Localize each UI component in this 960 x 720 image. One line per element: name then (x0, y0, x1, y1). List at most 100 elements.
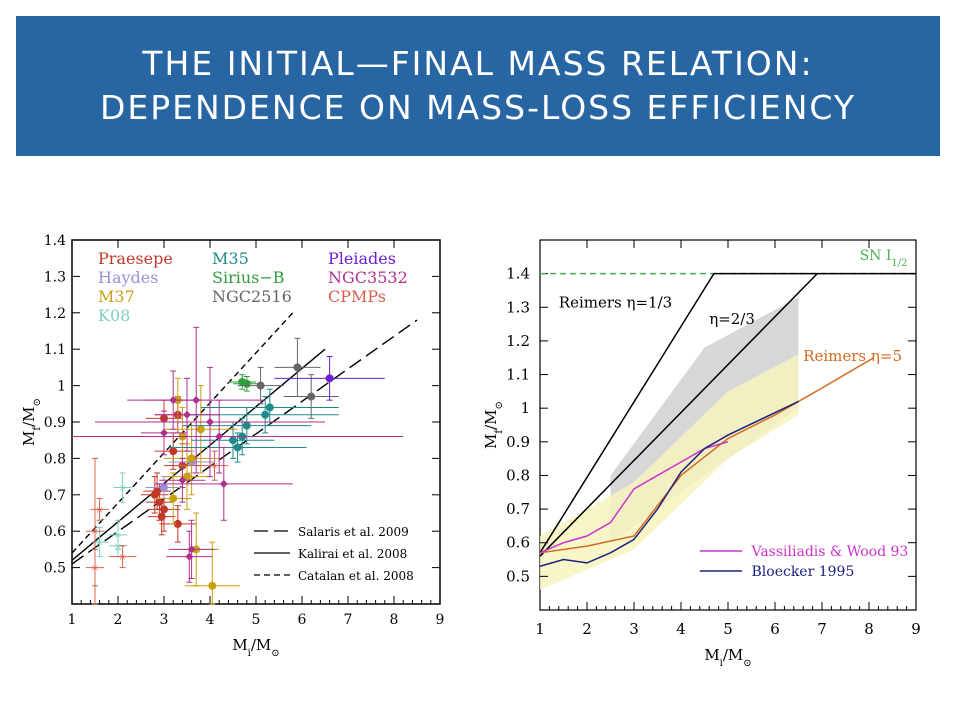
data-point: ✳ (210, 462, 218, 473)
y-tick-label: 1.3 (506, 298, 530, 316)
data-point (157, 512, 166, 521)
fit-line (71, 319, 418, 565)
x-tick-label: 3 (160, 612, 169, 628)
series-line (539, 441, 729, 554)
data-point (219, 479, 228, 488)
series-line (539, 400, 799, 567)
fit-legend-label: Kalirai et al. 2008 (298, 547, 407, 561)
x-tick-label: 7 (344, 612, 353, 628)
data-point (215, 432, 224, 441)
cluster-legend-entry: CPMPs (328, 287, 386, 306)
initial-final-mass-scatter-chart: 1 2 3 4 5 6 7 8 9 0.5 0.6 0.7 0.8 0.9 1 1.1 1.2 1.3 1.4 Mi/… (20, 226, 454, 666)
data-point (169, 447, 178, 456)
data-point (187, 454, 196, 463)
x-axis-label: Mi/M⊙ (704, 646, 751, 666)
data-point (183, 410, 191, 419)
y-tick-label: 1.2 (44, 306, 66, 322)
scatter-chart-svg: 1 2 3 4 5 6 7 8 9 0.5 0.6 0.7 0.8 0.9 1 1.1 1.2 1.3 1.4 Mi/… (20, 233, 445, 659)
reimers-five-annotation: Reimers η=5 (803, 347, 902, 365)
cluster-legend-entry: M37 (98, 287, 135, 306)
data-point (233, 443, 242, 452)
data-point: ✳ (118, 553, 126, 564)
y-tick-label: 1.4 (44, 233, 66, 249)
data-point (242, 421, 251, 430)
data-point (160, 483, 168, 492)
y-tick-label: 0.5 (506, 567, 530, 585)
x-tick-label: 9 (436, 612, 445, 628)
data-point (173, 519, 182, 528)
data-point (325, 374, 334, 383)
data-point: ✳ (118, 484, 126, 495)
y-tick-label: 1.1 (44, 342, 66, 358)
fit-legend-label: Catalan et al. 2008 (298, 569, 414, 583)
cluster-legend-entry: K08 (98, 306, 130, 325)
cluster-legend-entry: NGC2516 (212, 287, 292, 306)
y-tick-label: 0.7 (506, 500, 530, 518)
title-bar: THE INITIAL—FINAL MASS RELATION: DEPENDE… (16, 16, 940, 156)
data-point (307, 392, 316, 401)
legend-label: Bloecker 1995 (752, 564, 855, 580)
data-point (206, 418, 214, 426)
series-line (539, 273, 818, 557)
x-tick-label: 2 (582, 620, 592, 638)
y-tick-label: 0.8 (506, 466, 530, 484)
data-point (242, 379, 251, 388)
series-line (539, 272, 916, 554)
data-point (185, 552, 194, 561)
x-tick-label: 1 (68, 612, 77, 628)
data-point: ✳ (91, 527, 99, 538)
data-point: ✳ (95, 505, 103, 516)
line-chart-svg: 1 2 3 4 5 6 7 8 9 0.5 0.6 0.7 0.8 0.9 1 1.1 1.2 1.3 1.4 Mi/… (482, 239, 921, 669)
y-tick-label: 0.7 (44, 488, 66, 504)
data-point (153, 487, 162, 496)
slide-title-line-2: DEPENDENCE ON MASS-LOSS EFFICIENCY (99, 88, 857, 127)
y-tick-label: 1 (57, 379, 66, 395)
y-tick-label: 1.3 (44, 269, 66, 285)
data-point (183, 472, 191, 481)
x-tick-label: 1 (535, 620, 545, 638)
y-tick-label: 0.6 (506, 534, 530, 552)
y-tick-label: 0.5 (44, 561, 66, 577)
y-tick-label: 1.2 (506, 332, 530, 350)
data-point (229, 436, 237, 445)
x-tick-label: 6 (298, 612, 307, 628)
y-tick-label: 1.4 (506, 265, 530, 283)
x-tick-label: 3 (629, 620, 639, 638)
eta-two-thirds-annotation: η=2/3 (709, 310, 755, 328)
data-point (178, 476, 187, 485)
cluster-legend-entry: Praesepe (98, 249, 173, 268)
cluster-legend-entry: NGC3532 (328, 268, 408, 287)
reimers-third-annotation: Reimers η=1/3 (559, 293, 672, 311)
y-tick-label: 0.6 (44, 524, 66, 540)
x-tick-label: 2 (114, 612, 123, 628)
fit-line (71, 348, 326, 561)
yellow-band (540, 354, 799, 590)
mass-loss-efficiency-line-chart: 1 2 3 4 5 6 7 8 9 0.5 0.6 0.7 0.8 0.9 1 1.1 1.2 1.3 1.4 Mi/… (482, 226, 934, 669)
x-axis-label: Mi/M⊙ (232, 636, 279, 659)
y-axis-label: Mf/M⊙ (482, 401, 505, 449)
y-tick-label: 0.9 (44, 415, 66, 431)
data-point (265, 403, 274, 412)
data-point: ✳ (91, 564, 99, 575)
fit-legend-label: Salaris et al. 2009 (298, 525, 409, 539)
data-point (261, 410, 270, 419)
data-point (256, 381, 265, 390)
sn-annotation: SN I1/2 (860, 248, 908, 269)
x-tick-label: 7 (817, 620, 827, 638)
y-tick-label: 1 (520, 399, 530, 417)
x-tick-label: 8 (390, 612, 399, 628)
cluster-legend-entry: Sirius−B (212, 268, 285, 287)
data-point (293, 363, 302, 372)
x-tick-label: 6 (770, 620, 780, 638)
x-tick-label: 8 (864, 620, 874, 638)
cluster-legend-entry: M35 (212, 249, 249, 268)
cluster-legend-entry: Pleiades (328, 249, 396, 268)
data-point: ✳ (114, 542, 122, 553)
data-point (192, 396, 201, 405)
x-tick-label: 5 (252, 612, 261, 628)
y-tick-label: 0.8 (44, 451, 66, 467)
slide-title-line-1: THE INITIAL—FINAL MASS RELATION: (142, 44, 814, 83)
cluster-legend-entry: Haydes (98, 268, 158, 287)
x-tick-label: 9 (911, 620, 921, 638)
x-tick-label: 4 (676, 620, 686, 638)
